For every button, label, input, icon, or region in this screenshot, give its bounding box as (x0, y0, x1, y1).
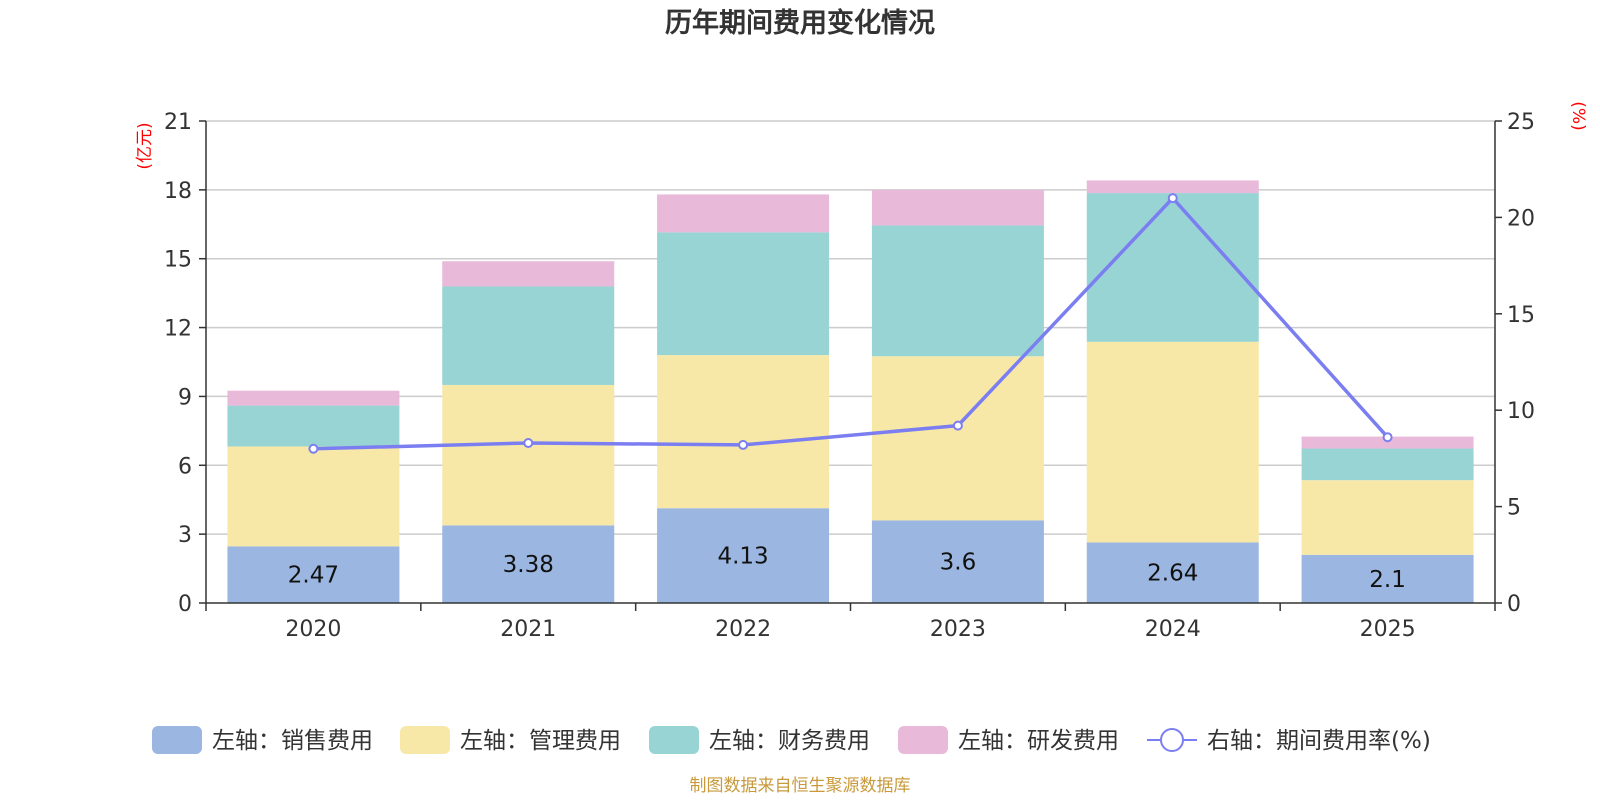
x-tick-label: 2023 (930, 617, 986, 642)
legend-swatch (898, 726, 948, 754)
gridlines (206, 120, 1495, 535)
source-note: 制图数据来自恒生聚源数据库 (690, 776, 911, 796)
bar-segment (871, 189, 1044, 226)
bar-segment (1086, 193, 1259, 342)
bar-segment (657, 194, 830, 233)
bar-segment (1301, 480, 1474, 555)
bar-value-label: 3.38 (503, 552, 554, 578)
left-tick-label: 6 (178, 454, 192, 479)
bar-segment (442, 384, 615, 526)
bar-segment (1086, 542, 1259, 603)
bar-segment (442, 286, 615, 385)
bar-segment (657, 232, 830, 356)
bar-value-label: 2.1 (1369, 567, 1406, 593)
bar-segment (657, 508, 830, 603)
bar-value-label: 2.47 (288, 563, 339, 589)
expense-rate-line (308, 193, 1393, 454)
x-tick-label: 2024 (1145, 617, 1201, 642)
legend-label: 左轴：财务费用 (709, 728, 870, 754)
right-tick-label: 0 (1507, 592, 1521, 617)
legend-swatch (400, 726, 450, 754)
left-tick-label: 0 (178, 592, 192, 617)
left-tick-label: 3 (178, 523, 192, 548)
rate-point (738, 439, 749, 450)
bar-value-label: 2.64 (1147, 561, 1198, 587)
left-tick-label: 12 (164, 317, 192, 342)
bar-segment (871, 225, 1044, 357)
bar-segment (442, 525, 615, 603)
right-tick-label: 10 (1507, 399, 1535, 424)
x-tick-label: 2025 (1360, 617, 1416, 642)
legend-label: 左轴：管理费用 (460, 728, 621, 754)
chart-title: 历年期间费用变化情况 (665, 7, 935, 39)
bar-segment (871, 520, 1044, 603)
bar-segment (227, 446, 400, 547)
legend-swatch (152, 726, 202, 754)
bar-segment (657, 355, 830, 509)
bar-segment (1086, 180, 1259, 194)
left-axis-unit: (亿元) (135, 122, 155, 169)
legend-label: 左轴：研发费用 (958, 728, 1119, 754)
left-tick-label: 15 (164, 248, 192, 273)
right-tick-label: 15 (1507, 303, 1535, 328)
bar-value-label: 3.6 (940, 550, 977, 576)
bar-segment (871, 356, 1044, 521)
right-tick-label: 25 (1507, 110, 1535, 135)
left-tick-label: 18 (164, 179, 192, 204)
bar-segment (227, 405, 400, 447)
rate-point (1167, 193, 1178, 204)
legend-label: 左轴：销售费用 (212, 728, 373, 754)
bar-segment (1301, 554, 1474, 603)
right-tick-label: 5 (1507, 496, 1521, 521)
legend-swatch (649, 726, 699, 754)
rate-line (313, 196, 1389, 451)
bar-segment (1301, 448, 1474, 481)
bars (227, 180, 1474, 603)
x-tick-label: 2022 (715, 617, 771, 642)
right-axis-unit: (%) (1568, 101, 1588, 130)
bar-value-label: 4.13 (717, 544, 768, 570)
x-tick-label: 2020 (285, 617, 341, 642)
right-tick-label: 20 (1507, 206, 1535, 231)
bar-segment (227, 390, 400, 406)
legend-label: 右轴：期间费用率(%) (1207, 728, 1431, 754)
bar-segment (227, 546, 400, 603)
x-tick-label: 2021 (500, 617, 556, 642)
rate-point (308, 443, 319, 454)
legend: 左轴：销售费用 左轴：管理费用 左轴：财务费用 左轴：研发费用 右轴：期间费用率(%) (152, 726, 1431, 754)
bar-segment (1086, 341, 1259, 543)
rate-point (1382, 432, 1393, 443)
rate-point (952, 420, 963, 431)
bar-labels: 2.47 3.38 4.13 3.6 2.64 2.1 (288, 544, 1406, 593)
left-tick-label: 21 (164, 110, 192, 135)
rate-point (523, 437, 534, 448)
bar-segment (442, 261, 615, 287)
bar-segment (1301, 436, 1474, 449)
legend-line-marker (1160, 728, 1184, 752)
left-tick-label: 9 (178, 385, 192, 410)
